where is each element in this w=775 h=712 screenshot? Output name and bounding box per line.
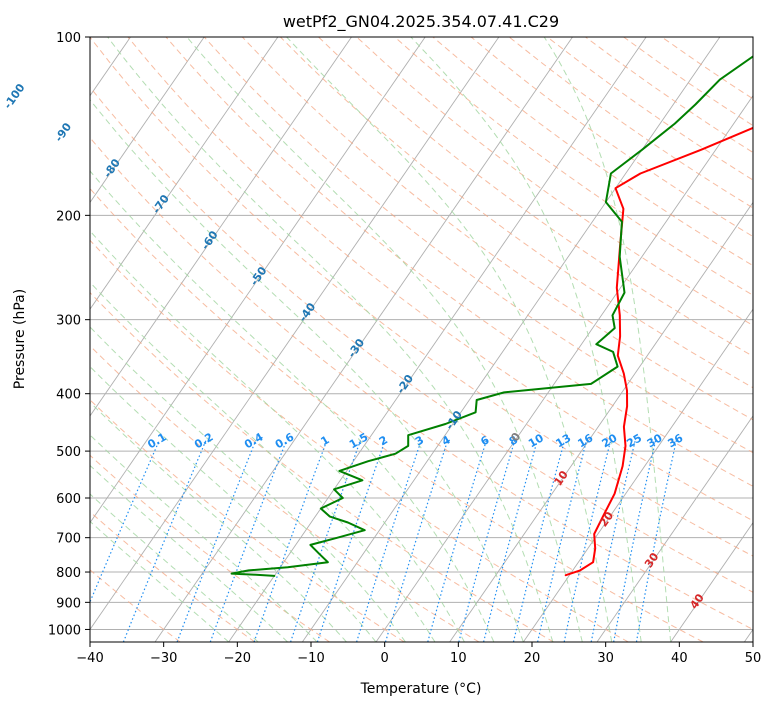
- x-tick-label: −10: [297, 651, 324, 666]
- chart-title: wetPf2_GN04.2025.354.07.41.C29: [283, 12, 559, 32]
- x-axis-label: Temperature (°C): [360, 681, 482, 697]
- x-tick-label: −40: [76, 651, 103, 666]
- x-tick-label: −20: [224, 651, 251, 666]
- y-tick-label: 600: [56, 492, 81, 507]
- y-tick-label: 1000: [48, 623, 81, 638]
- x-tick-label: 40: [671, 651, 688, 666]
- y-tick-label: 500: [56, 445, 81, 460]
- y-tick-label: 300: [56, 314, 81, 329]
- y-tick-label: 100: [56, 31, 81, 46]
- x-tick-label: 30: [597, 651, 614, 666]
- y-tick-label: 700: [56, 532, 81, 547]
- x-tick-label: 20: [524, 651, 541, 666]
- x-tick-label: 0: [381, 651, 389, 666]
- y-tick-label: 900: [56, 596, 81, 611]
- y-tick-label: 800: [56, 566, 81, 581]
- y-tick-label: 400: [56, 388, 81, 403]
- x-tick-label: 50: [745, 651, 762, 666]
- x-tick-label: −30: [150, 651, 177, 666]
- y-axis-label: Pressure (hPa): [12, 289, 28, 389]
- x-tick-label: 10: [450, 651, 467, 666]
- y-tick-label: 200: [56, 209, 81, 224]
